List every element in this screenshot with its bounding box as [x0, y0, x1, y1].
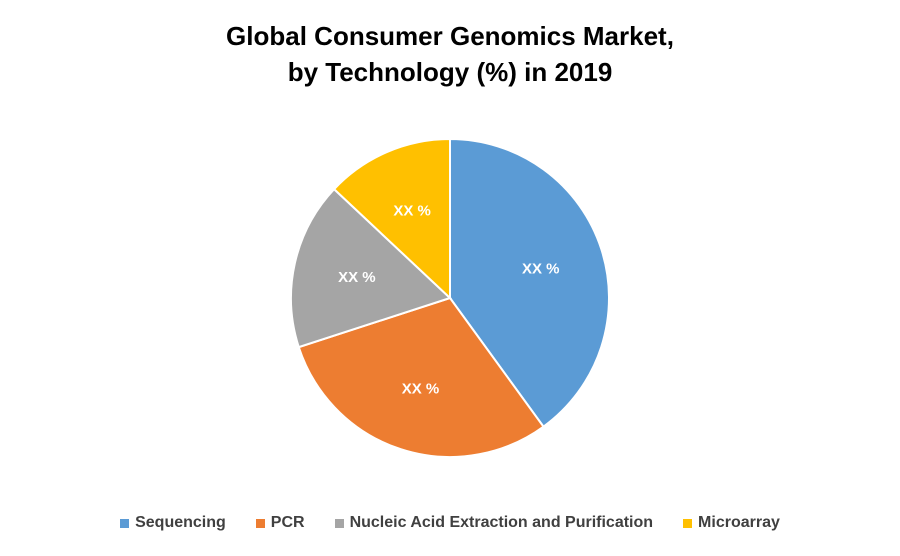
- legend-label-nucleic-acid: Nucleic Acid Extraction and Purification: [349, 514, 654, 531]
- pie-slice-sequencing: [449, 137, 610, 429]
- legend-label-microarray: Microarray: [698, 514, 780, 531]
- chart-title: Global Consumer Genomics Market, by Tech…: [0, 18, 900, 90]
- legend-item-pcr: PCR: [255, 514, 305, 532]
- chart-title-line-1: Global Consumer Genomics Market,: [226, 21, 674, 51]
- data-label-pcr: XX %: [402, 381, 440, 398]
- legend-label-sequencing: Sequencing: [135, 514, 226, 531]
- legend-swatch-sequencing: [120, 518, 130, 528]
- pie-slice-pcr: [297, 296, 545, 458]
- data-label-nucleic-acid-extraction-and-purification: XX %: [338, 269, 376, 286]
- legend-item-sequencing: Sequencing: [120, 514, 226, 532]
- legend: Sequencing PCR Nucleic Acid Extraction a…: [0, 514, 900, 532]
- legend-label-pcr: PCR: [270, 514, 305, 531]
- legend-item-nucleic-acid: Nucleic Acid Extraction and Purification: [334, 514, 654, 532]
- legend-item-microarray: Microarray: [683, 514, 780, 532]
- pie-slice-nucleic-acid-extraction-and-purification: [290, 187, 452, 349]
- data-label-sequencing: XX %: [522, 261, 560, 278]
- legend-swatch-microarray: [683, 518, 693, 528]
- data-label-microarray: XX %: [393, 202, 431, 219]
- chart-title-line-2: by Technology (%) in 2019: [287, 57, 613, 87]
- legend-swatch-pcr: [255, 518, 265, 528]
- legend-swatch-nucleic-acid: [334, 518, 344, 528]
- pie-slice-microarray: [332, 137, 451, 301]
